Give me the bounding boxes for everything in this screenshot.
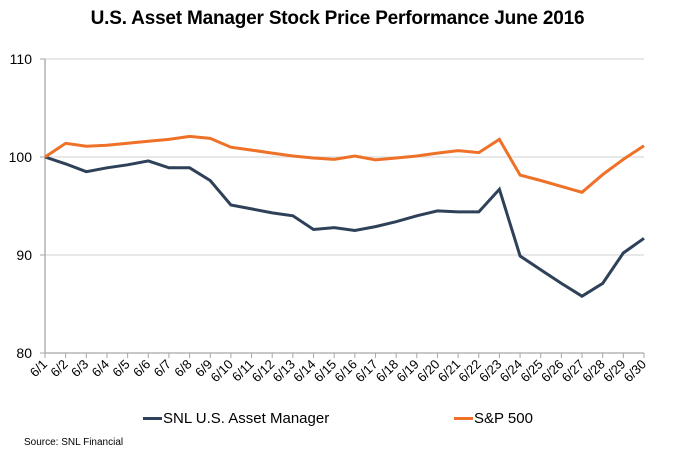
series-line-snl	[44, 155, 645, 298]
legend-label-snl: SNL U.S. Asset Manager	[163, 410, 330, 427]
axes	[40, 58, 645, 358]
legend-item-snl: SNL U.S. Asset Manager	[143, 410, 329, 427]
y-tick-label: 90	[16, 247, 32, 263]
x-tick-label: 6/4	[89, 357, 112, 380]
x-tick-label: 6/30	[621, 357, 650, 386]
series-lines	[44, 134, 645, 298]
y-tick-labels: 80 90 100 110	[9, 51, 33, 361]
series-line-sp500	[44, 134, 645, 194]
x-tick-label: 6/2	[47, 357, 70, 380]
y-tick-label: 80	[16, 345, 32, 361]
legend-swatch-sp500	[454, 417, 473, 420]
source-note: Source: SNL Financial	[24, 437, 124, 448]
chart-title: U.S. Asset Manager Stock Price Performan…	[90, 8, 585, 29]
x-tick-label: 6/6	[130, 357, 153, 380]
y-tick-label: 100	[9, 149, 33, 165]
x-tick-label: 6/5	[109, 357, 132, 380]
legend-label-sp500: S&P 500	[474, 410, 533, 427]
legend-swatch-snl	[143, 417, 162, 420]
x-tick-label: 6/8	[171, 357, 194, 380]
x-tick-label: 6/7	[151, 357, 174, 380]
x-tick-labels: 6/16/26/36/46/56/66/76/86/96/106/116/126…	[27, 357, 649, 386]
y-tick-label: 110	[10, 51, 33, 67]
legend-item-sp500: S&P 500	[454, 410, 533, 427]
legend: SNL U.S. Asset Manager S&P 500	[0, 410, 675, 430]
x-tick-label: 6/3	[68, 357, 91, 380]
